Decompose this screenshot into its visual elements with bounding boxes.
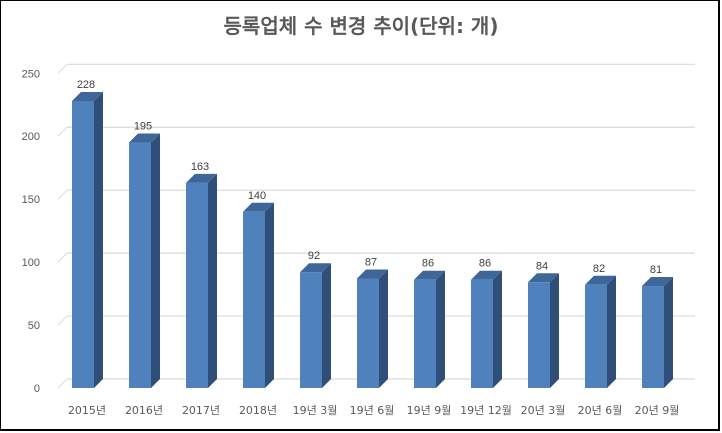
gridline [57,63,695,74]
data-label: 87 [365,256,377,268]
y-axis-labels: 0 50 100 150 200 250 [22,68,40,395]
y-tick-label: 200 [22,131,40,143]
bars: 228 195 163 140 92 87 86 86 84 82 81 [72,79,673,388]
data-label: 140 [248,190,266,202]
data-label: 195 [134,121,152,133]
x-tick-label: 2016년 [125,404,163,417]
data-label: 84 [536,260,548,272]
bar: 228 [72,79,103,388]
x-axis-labels: 2015년 2016년 2017년 2018년 19년 3월 19년 6월 19년 9월 19… [68,404,679,417]
x-tick-label: 19년 12월 [460,404,512,417]
bar: 195 [129,121,160,388]
gridline [57,126,695,137]
data-label: 228 [77,79,95,91]
x-tick-label: 19년 9월 [407,404,452,417]
y-tick-label: 250 [22,68,40,80]
gridline [57,252,695,263]
data-label: 86 [422,258,434,270]
x-tick-label: 20년 6월 [578,404,623,417]
y-tick-label: 150 [22,194,40,206]
data-label: 86 [479,258,491,270]
x-tick-label: 20년 3월 [521,404,566,417]
data-label: 82 [593,263,605,275]
x-tick-label: 20년 9월 [635,404,680,417]
bar: 84 [528,260,559,388]
x-tick-label: 2017년 [182,404,220,417]
bar: 86 [414,258,445,388]
y-tick-label: 50 [28,320,40,332]
data-label: 81 [650,264,662,276]
x-tick-label: 19년 3월 [293,404,338,417]
y-tick-label: 100 [22,257,40,269]
gridline [57,189,695,200]
bar: 82 [585,263,616,388]
x-tick-label: 2018년 [239,404,277,417]
data-label: 92 [308,250,320,262]
data-label: 163 [191,161,209,173]
bar: 92 [300,250,331,388]
bar: 163 [186,161,217,388]
bar: 86 [471,258,502,388]
bar: 87 [357,256,388,388]
x-tick-label: 19년 6월 [350,404,395,417]
y-tick-label: 0 [34,383,40,395]
bar: 140 [243,190,274,388]
bar: 81 [642,264,673,388]
chart-title: 등록업체 수 변경 추이(단위: 개) [223,14,499,38]
x-tick-label: 2015년 [68,404,106,417]
